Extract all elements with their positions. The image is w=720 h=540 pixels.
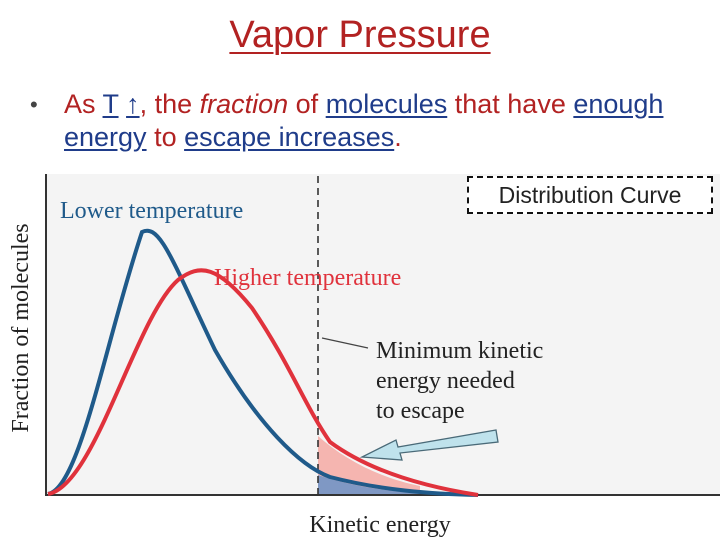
bullet-text-part: to: [146, 122, 185, 152]
y-axis-label: Fraction of molecules: [8, 223, 34, 432]
plot-background: [45, 174, 720, 496]
low-temp-escape-area: [318, 475, 430, 495]
bullet-point: • As T ↑, the fraction of molecules that…: [30, 88, 700, 154]
bullet-text-part: [119, 89, 127, 119]
enough-energy-phrase: enough energy: [64, 89, 664, 152]
x-axis-label: Kinetic energy: [309, 512, 451, 538]
annotation-line-3: to escape: [376, 398, 465, 424]
higher-temperature-curve: [47, 268, 479, 497]
fraction-word: fraction: [199, 89, 289, 119]
up-arrow-icon: ↑: [126, 89, 140, 119]
molecules-word: molecules: [325, 89, 448, 119]
bullet-text-part: As: [64, 89, 103, 119]
slide-title: Vapor Pressure: [229, 14, 491, 56]
bullet-text-part: , the: [139, 89, 200, 119]
temperature-symbol: T: [102, 89, 119, 119]
bullet-text-part: of: [288, 89, 326, 119]
annotation-leader: [321, 337, 369, 349]
escape-increases-phrase: escape increases: [184, 122, 395, 152]
lower-temperature-label: Lower temperature: [60, 198, 243, 224]
distribution-diagram: Lower temperature Higher temperature Min…: [8, 174, 720, 538]
higher-temperature-label: Higher temperature: [214, 265, 401, 291]
annotation-line-2: energy needed: [376, 368, 515, 394]
bullet-text: As T ↑, the fraction of molecules that h…: [30, 88, 700, 154]
bullet-text-part: that have: [447, 89, 574, 119]
arrow-to-escape-area-icon: [359, 429, 499, 461]
bullet-marker: •: [30, 92, 38, 117]
bullet-text-part: .: [394, 122, 402, 152]
lower-temperature-curve: [47, 228, 479, 497]
distribution-curve-callout: Distribution Curve: [467, 176, 713, 214]
annotation-line-1: Minimum kinetic: [376, 338, 543, 364]
